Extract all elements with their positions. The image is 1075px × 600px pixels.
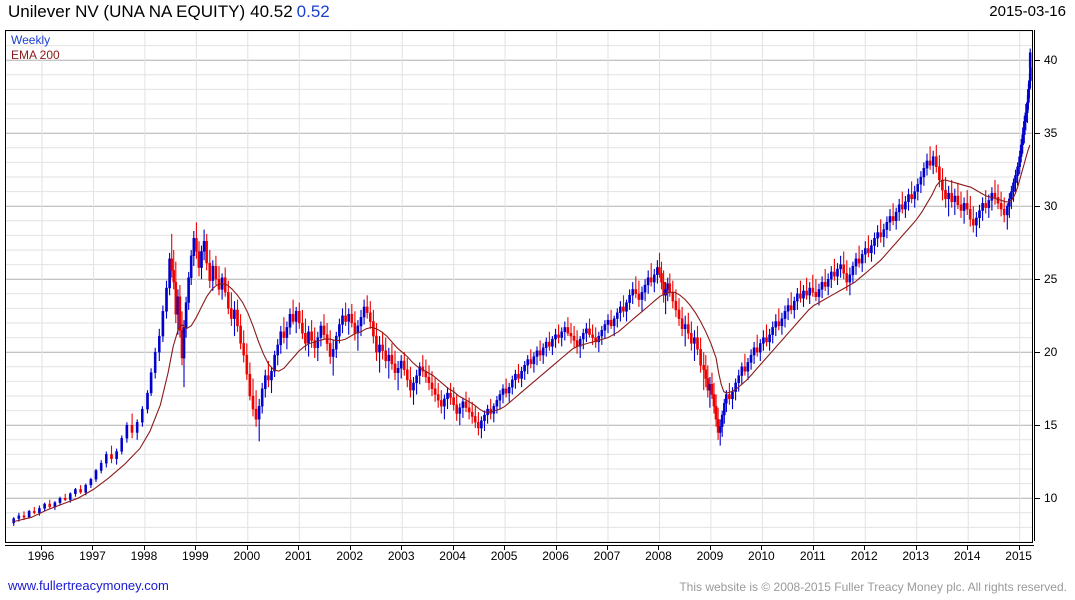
x-axis-tick-mark [195, 545, 197, 550]
x-axis-tick-mark [967, 545, 969, 550]
y-axis-tick: 15 [1044, 418, 1058, 433]
candlestick-series [12, 48, 1032, 526]
y-axis-tick-mark [1034, 352, 1040, 354]
x-axis-tick: 2005 [490, 549, 518, 563]
x-axis-tick-mark [607, 545, 609, 550]
x-axis-tick: 1997 [79, 549, 106, 563]
x-axis-tick: 2011 [799, 549, 826, 563]
y-axis-tick-mark [1034, 425, 1040, 427]
price-change: 0.52 [296, 2, 330, 21]
grid-minor-lines [6, 31, 1032, 542]
chart-plot-area[interactable] [5, 30, 1033, 543]
x-axis-tick: 2002 [336, 549, 364, 563]
x-axis-tick: 2001 [284, 549, 312, 563]
y-axis-tick: 20 [1044, 345, 1058, 360]
x-axis-tick: 2003 [387, 549, 415, 563]
x-axis-tick-mark [915, 545, 917, 550]
x-axis-tick-mark [504, 545, 506, 550]
instrument-name: Unilever NV (UNA NA EQUITY) [8, 2, 246, 21]
x-axis-tick-mark [41, 545, 43, 550]
y-axis-tick: 40 [1044, 53, 1058, 68]
x-axis-tick-mark [1018, 545, 1020, 550]
grid-major-lines [6, 59, 1032, 499]
x-axis-tick: 2004 [439, 549, 466, 563]
x-axis-tick-mark [452, 545, 454, 550]
x-axis-tick-mark [92, 545, 94, 550]
x-axis-tick-mark [761, 545, 763, 550]
x-axis-tick: 2007 [593, 549, 621, 563]
copyright-notice: This website is © 2008-2015 Fuller Treac… [679, 580, 1067, 594]
price-chart-svg [6, 31, 1032, 542]
x-axis-tick-mark [864, 545, 866, 550]
x-axis-tick-mark [555, 545, 557, 550]
x-axis-tick-mark [658, 545, 660, 550]
site-url[interactable]: www.fullertreacymoney.com [8, 578, 169, 593]
x-axis-tick: 1996 [27, 549, 55, 563]
y-axis-line [1034, 30, 1035, 541]
x-axis-tick: 2000 [233, 549, 261, 563]
x-axis-tick: 2010 [748, 549, 775, 563]
x-axis-tick: 2006 [542, 549, 569, 563]
x-axis-line [5, 545, 1034, 546]
page-title: Unilever NV (UNA NA EQUITY) 40.52 0.52 [8, 2, 330, 22]
y-axis: 10 15 20 25 30 35 40 [1034, 30, 1075, 543]
y-axis-tick-mark [1034, 498, 1040, 500]
x-axis-tick-mark [709, 545, 711, 550]
x-axis-tick-mark [401, 545, 403, 550]
y-axis-tick-mark [1034, 206, 1040, 208]
chart-footer: www.fullertreacymoney.com This website i… [0, 578, 1075, 600]
ema-200-line [13, 144, 1031, 523]
x-axis-tick: 2009 [696, 549, 724, 563]
x-axis-tick: 2012 [850, 549, 878, 563]
x-axis-tick: 1998 [130, 549, 158, 563]
y-axis-tick-mark [1034, 133, 1040, 135]
chart-header: Unilever NV (UNA NA EQUITY) 40.52 0.52 201… [0, 0, 1075, 28]
x-axis-tick: 2008 [645, 549, 672, 563]
x-axis-tick: 2014 [953, 549, 981, 563]
y-axis-tick: 30 [1044, 199, 1058, 214]
x-axis-tick-mark [812, 545, 814, 550]
last-price: 40.52 [250, 2, 293, 21]
x-axis-tick: 2015 [1005, 549, 1032, 563]
x-axis-tick-mark [298, 545, 300, 550]
x-axis-tick-mark [246, 545, 248, 550]
x-axis-tick-mark [143, 545, 145, 550]
y-axis-tick-mark [1034, 60, 1040, 62]
grid-vertical-lines [41, 31, 1021, 542]
x-axis-tick-mark [349, 545, 351, 550]
x-axis-tick: 1999 [182, 549, 209, 563]
x-axis-tick: 2013 [902, 549, 930, 563]
x-axis: 1996 1997 1998 1999 2000 2001 2002 2003 2004 2005… [0, 545, 1075, 567]
y-axis-tick: 25 [1044, 272, 1058, 287]
y-axis-tick: 10 [1044, 491, 1058, 506]
y-axis-tick: 35 [1044, 126, 1058, 141]
y-axis-tick-mark [1034, 279, 1040, 281]
chart-date: 2015-03-16 [989, 3, 1066, 20]
